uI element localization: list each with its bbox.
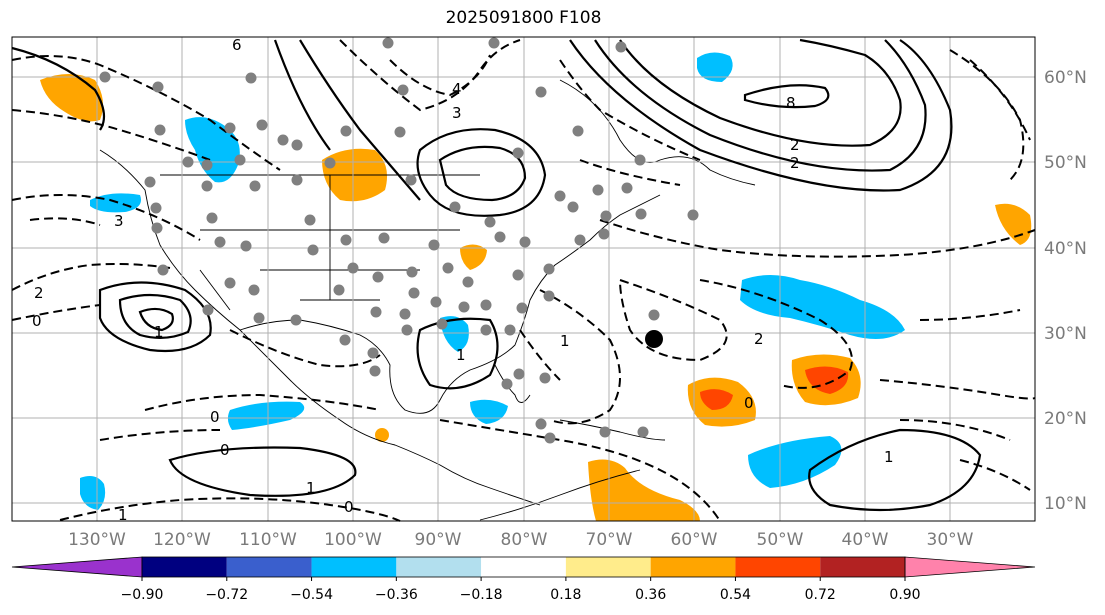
colorbar-tick-labels: −0.90 −0.72 −0.54 −0.36 −0.18 0.18 0.36 0.54 0.7… [121, 577, 921, 603]
lat-label: 10°N [1044, 494, 1087, 514]
negative-anomaly-shading [80, 52, 905, 510]
observation-points [99, 37, 699, 444]
colorbar-segment [650, 557, 736, 577]
contour-label: 2 [790, 154, 800, 172]
map-frame [11, 36, 1036, 522]
colorbar-segment [396, 557, 482, 577]
contour-label: 8 [786, 94, 796, 112]
contour-label: 0 [220, 441, 230, 459]
lon-label: 120°W [153, 530, 211, 550]
lat-label: 60°N [1044, 68, 1087, 88]
colorbar-segment [226, 557, 312, 577]
contour-label: 2 [754, 330, 764, 348]
dashed-contours [11, 39, 1036, 522]
contour-label: 0 [744, 394, 754, 412]
contour-label: 4 [452, 80, 462, 98]
lon-label: 70°W [586, 530, 633, 550]
lon-label: 100°W [324, 530, 382, 550]
colorbar-tick-label: 0.54 [720, 587, 751, 603]
contour-label: 1 [560, 332, 570, 350]
lon-label: 110°W [239, 530, 297, 550]
colorbar-tick-label: −0.72 [205, 587, 248, 603]
map-content [11, 37, 1036, 522]
colorbar-segment [311, 557, 397, 577]
colorbar-segment [481, 557, 566, 577]
colorbar-frame [141, 556, 906, 578]
lat-label: 30°N [1044, 324, 1087, 344]
contour-label: 1 [456, 346, 466, 364]
lon-label: 40°W [842, 530, 889, 550]
contour-label: 0 [32, 312, 42, 330]
positive-anomaly-shading [40, 74, 1032, 521]
colorbar-extend-high [904, 556, 1036, 578]
solid-contours [11, 38, 982, 512]
colorbar-tick-label: −0.54 [290, 587, 333, 603]
contour-label: 3 [114, 212, 124, 230]
contour-label: 1 [884, 448, 894, 466]
colorbar-tick-label: −0.36 [375, 587, 418, 603]
colorbar-segment [565, 557, 651, 577]
lon-label: 60°W [671, 530, 718, 550]
colorbar-segment [820, 557, 905, 577]
colorbar-tick-label: 0.90 [889, 587, 920, 603]
colorbar-tick-label: −0.18 [460, 587, 503, 603]
lat-label: 40°N [1044, 239, 1087, 259]
lat-label: 20°N [1044, 409, 1087, 429]
contour-labels: 6 4 8 2 3 1 0 2 1 0 1 0 1 0 2 1 0 1 2 3 [32, 36, 894, 524]
colorbar-tick-label: 0.36 [635, 587, 666, 603]
latitude-labels: 60°N 50°N 40°N 30°N 20°N 10°N [1044, 68, 1087, 514]
lon-label: 50°W [757, 530, 804, 550]
colorbar-segment [735, 557, 821, 577]
lat-label: 50°N [1044, 153, 1087, 173]
lon-label: 80°W [501, 530, 548, 550]
colorbar-tick-label: 0.18 [550, 587, 581, 603]
colorbar-tick-label: 0.72 [805, 587, 836, 603]
contour-label: 3 [452, 104, 462, 122]
figure-title: 2025091800 F108 [445, 8, 602, 28]
colorbar-segment [142, 557, 227, 577]
contour-label: 1 [154, 323, 164, 341]
contour-label: 1 [118, 506, 128, 524]
highlighted-point-marker [645, 330, 663, 348]
contour-label: 2 [34, 284, 44, 302]
contour-label: 0 [210, 408, 220, 426]
contour-label: 6 [232, 36, 242, 54]
lon-label: 30°W [927, 530, 974, 550]
lon-label: 90°W [415, 530, 462, 550]
lon-label: 130°W [68, 530, 126, 550]
contour-label: 1 [306, 479, 316, 497]
colorbar-extend-low [11, 556, 143, 578]
contour-label: 0 [344, 498, 354, 516]
contour-label: 2 [790, 136, 800, 154]
longitude-labels: 130°W 120°W 110°W 100°W 90°W 80°W 70°W 6… [68, 530, 974, 550]
colorbar [11, 556, 1036, 578]
colorbar-tick-label: −0.90 [121, 587, 164, 603]
